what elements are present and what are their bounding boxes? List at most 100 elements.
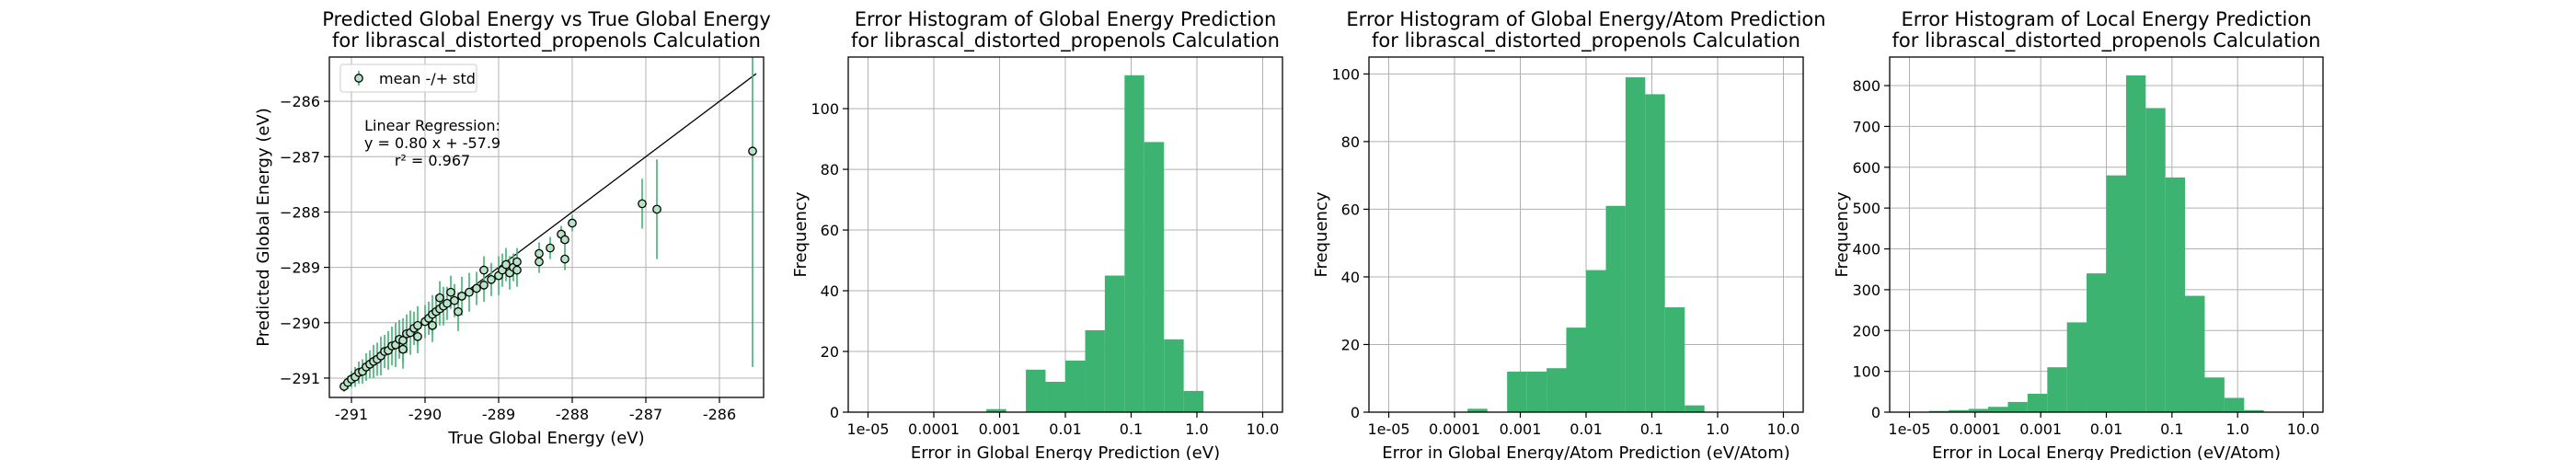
histogram-bar bbox=[2185, 295, 2205, 412]
x-tick-label: 1.0 bbox=[1185, 420, 1208, 438]
annotation-line-3: r² = 0.967 bbox=[395, 152, 470, 169]
x-tick-label: -289 bbox=[482, 406, 515, 423]
data-point bbox=[413, 320, 422, 330]
data-point bbox=[560, 254, 569, 264]
y-tick-label: −290 bbox=[280, 315, 320, 332]
chart-title-line-1: Error Histogram of Global Energy Predict… bbox=[855, 8, 1277, 30]
x-tick-label: 0.001 bbox=[979, 420, 1021, 438]
x-tick-label: 1.0 bbox=[2225, 420, 2248, 438]
histogram-bar bbox=[1566, 328, 1586, 412]
chart-3: Error Histogram of Global Energy/Atom Pr… bbox=[1312, 8, 1826, 460]
chart-title-line-2: for librascal_distorted_propenols Calcul… bbox=[851, 29, 1280, 52]
x-tick-label: -287 bbox=[629, 406, 662, 423]
histogram-bar bbox=[2165, 177, 2186, 412]
x-tick-label: -286 bbox=[703, 406, 736, 423]
histogram-bar bbox=[2087, 273, 2107, 412]
legend-marker bbox=[354, 74, 363, 83]
data-point bbox=[568, 218, 577, 228]
regression-annotation: Linear Regression:y = 0.80 x + -57.9r² =… bbox=[364, 117, 500, 169]
histogram-bar bbox=[1547, 368, 1567, 412]
chart-title-line-2: for librascal_distorted_propenols Calcul… bbox=[332, 29, 761, 52]
x-tick-label: 0.1 bbox=[2160, 420, 2183, 438]
histogram-bar bbox=[1085, 329, 1105, 412]
plot-area bbox=[1909, 75, 2264, 412]
y-tick-label: −287 bbox=[280, 148, 320, 166]
legend: mean -/+ std bbox=[339, 63, 477, 93]
histogram-bar bbox=[1625, 77, 1646, 412]
y-axis-label: Frequency bbox=[1833, 191, 1852, 277]
chart-title-line-1: Predicted Global Energy vs True Global E… bbox=[322, 8, 771, 30]
x-axis-label: Error in Local Energy Prediction (eV/Ato… bbox=[1932, 443, 2281, 460]
x-tick-label: 0.0001 bbox=[908, 420, 960, 438]
chart-title-line-2: for librascal_distorted_propenols Calcul… bbox=[1372, 29, 1800, 52]
histogram-bar bbox=[2224, 397, 2245, 412]
x-tick-label: 10.0 bbox=[2287, 420, 2320, 438]
data-point bbox=[479, 265, 489, 275]
histogram-bar bbox=[2066, 322, 2087, 412]
histogram-bar bbox=[2125, 75, 2146, 412]
histogram-bar bbox=[1045, 382, 1065, 412]
annotation-line-1: Linear Regression: bbox=[364, 117, 500, 134]
plot-area bbox=[339, 57, 757, 392]
y-axis-label: Predicted Global Energy (eV) bbox=[254, 108, 273, 347]
histogram-bar bbox=[1183, 390, 1204, 412]
data-point bbox=[638, 199, 647, 209]
y-tick-label: 600 bbox=[1852, 159, 1880, 177]
x-axis-label: True Global Energy (eV) bbox=[447, 429, 644, 448]
data-point bbox=[413, 331, 422, 341]
data-point bbox=[472, 283, 481, 293]
x-tick-label: 0.001 bbox=[1500, 420, 1542, 438]
x-tick-label: 0.01 bbox=[1049, 420, 1082, 438]
x-tick-label: 1e-05 bbox=[846, 420, 889, 438]
data-point bbox=[479, 281, 489, 290]
y-tick-label: −289 bbox=[280, 259, 320, 277]
y-tick-label: 40 bbox=[821, 282, 839, 300]
legend-frame bbox=[339, 63, 477, 93]
y-tick-label: 800 bbox=[1852, 77, 1880, 95]
y-tick-label: −286 bbox=[280, 93, 320, 110]
x-tick-label: 0.01 bbox=[2090, 420, 2123, 438]
x-tick-label: 0.1 bbox=[1640, 420, 1663, 438]
data-point bbox=[428, 320, 437, 330]
x-tick-label: 10.0 bbox=[1247, 420, 1280, 438]
data-point bbox=[560, 235, 569, 245]
x-axis-label: Error in Global Energy Prediction (eV) bbox=[911, 443, 1220, 460]
data-point bbox=[450, 295, 459, 305]
histogram-bar bbox=[1124, 75, 1144, 412]
y-tick-label: 60 bbox=[821, 222, 839, 239]
chart-2: Error Histogram of Global Energy Predict… bbox=[791, 8, 1283, 460]
histogram-bar bbox=[2204, 377, 2225, 412]
data-point bbox=[398, 336, 408, 345]
data-point bbox=[535, 248, 544, 259]
y-tick-label: 0 bbox=[1351, 404, 1360, 421]
data-point bbox=[546, 243, 555, 253]
y-tick-label: 20 bbox=[821, 343, 839, 361]
data-point bbox=[454, 306, 463, 316]
data-point bbox=[487, 275, 496, 284]
histogram-bar bbox=[2244, 409, 2264, 412]
y-tick-label: 100 bbox=[1852, 363, 1880, 381]
histogram-bar bbox=[1467, 408, 1488, 412]
x-tick-label: 1.0 bbox=[1706, 420, 1729, 438]
y-tick-label: 20 bbox=[1341, 336, 1360, 353]
chart-title-line-1: Error Histogram of Global Energy/Atom Pr… bbox=[1346, 8, 1825, 30]
histogram-bar bbox=[1526, 371, 1547, 412]
histogram-bar bbox=[1164, 339, 1184, 412]
y-tick-label: −288 bbox=[280, 203, 320, 221]
histogram-bar bbox=[2047, 367, 2067, 412]
data-point bbox=[446, 287, 455, 297]
histogram-bar bbox=[1987, 407, 2008, 412]
chart-title-line-2: for librascal_distorted_propenols Calcul… bbox=[1892, 29, 2321, 52]
y-tick-label: 100 bbox=[811, 100, 839, 118]
y-tick-label: 700 bbox=[1852, 118, 1880, 135]
data-point bbox=[501, 259, 511, 270]
legend-label: mean -/+ std bbox=[379, 70, 476, 87]
chart-title-line-1: Error Histogram of Local Energy Predicti… bbox=[1901, 8, 2311, 30]
data-point bbox=[435, 293, 444, 303]
x-tick-label: 0.0001 bbox=[1429, 420, 1480, 438]
data-point bbox=[465, 287, 474, 297]
histogram-bar bbox=[1928, 410, 1949, 412]
y-tick-label: −291 bbox=[280, 370, 320, 387]
histogram-bar bbox=[986, 408, 1006, 412]
y-tick-label: 80 bbox=[1341, 133, 1360, 151]
